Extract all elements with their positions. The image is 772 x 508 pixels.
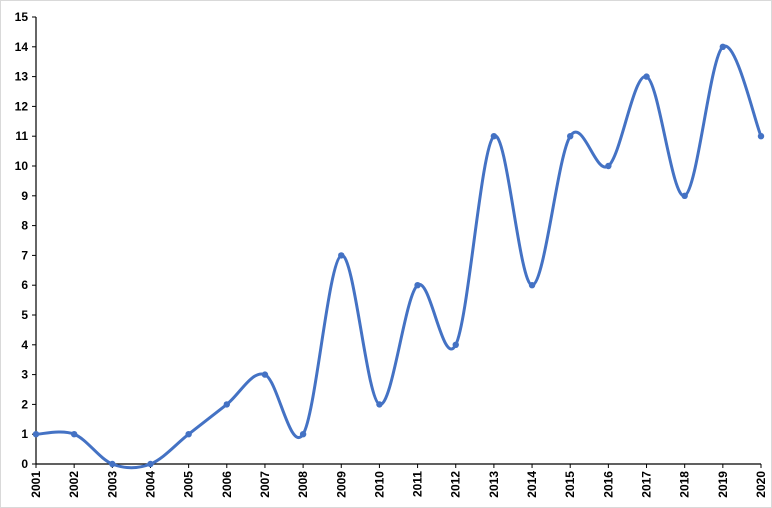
data-point bbox=[185, 431, 192, 438]
y-tick-label: 3 bbox=[21, 368, 28, 382]
x-tick-label: 2018 bbox=[678, 471, 692, 498]
data-point bbox=[490, 133, 498, 140]
x-tick-label: 2019 bbox=[716, 471, 730, 498]
x-tick-label: 2003 bbox=[105, 471, 119, 498]
x-tick-label: 2017 bbox=[640, 471, 654, 498]
data-point bbox=[147, 460, 154, 468]
data-point bbox=[32, 431, 40, 438]
y-tick-label: 5 bbox=[21, 308, 28, 322]
data-point bbox=[109, 460, 116, 468]
y-tick-label: 6 bbox=[21, 278, 28, 292]
data-point bbox=[681, 192, 688, 199]
y-tick-label: 10 bbox=[15, 159, 29, 173]
y-tick-label: 13 bbox=[15, 70, 29, 84]
y-tick-label: 12 bbox=[15, 99, 29, 113]
y-tick-label: 2 bbox=[21, 397, 28, 411]
y-tick-label: 11 bbox=[15, 129, 28, 143]
x-tick-label: 2006 bbox=[220, 471, 234, 498]
x-tick-label: 2001 bbox=[29, 471, 43, 498]
x-tick-label: 2020 bbox=[754, 471, 768, 498]
x-axis-ticks: 2001 2002 2003 2004 2005 2006 2007 2008 2009 2010… bbox=[29, 464, 768, 498]
data-point bbox=[70, 431, 78, 438]
data-point bbox=[376, 401, 383, 408]
x-tick-label: 2014 bbox=[525, 471, 539, 498]
data-point bbox=[299, 431, 307, 438]
data-point bbox=[223, 401, 230, 408]
data-point bbox=[757, 133, 765, 140]
x-tick-label: 2013 bbox=[487, 471, 501, 498]
x-tick-label: 2002 bbox=[67, 471, 81, 498]
y-tick-label: 8 bbox=[21, 219, 28, 233]
x-tick-label: 2008 bbox=[296, 471, 310, 498]
x-tick-label: 2009 bbox=[334, 471, 348, 498]
y-tick-label: 14 bbox=[15, 40, 29, 54]
data-point bbox=[528, 282, 536, 289]
data-point bbox=[261, 371, 269, 378]
x-tick-label: 2011 bbox=[411, 471, 425, 497]
data-point bbox=[452, 341, 459, 348]
data-point bbox=[414, 282, 421, 289]
data-markers bbox=[32, 43, 765, 468]
x-tick-label: 2010 bbox=[372, 471, 386, 498]
x-tick-label: 2007 bbox=[258, 471, 272, 498]
y-tick-label: 4 bbox=[21, 338, 28, 352]
y-tick-label: 7 bbox=[21, 248, 28, 262]
y-tick-label: 1 bbox=[21, 427, 28, 441]
x-tick-label: 2012 bbox=[449, 471, 463, 498]
y-tick-label: 0 bbox=[21, 457, 28, 471]
y-tick-label: 9 bbox=[21, 189, 28, 203]
data-point bbox=[719, 43, 727, 50]
data-point bbox=[338, 252, 345, 259]
data-point bbox=[567, 133, 574, 140]
x-tick-label: 2016 bbox=[601, 471, 615, 498]
y-tick-label: 15 bbox=[15, 10, 29, 24]
x-tick-label: 2015 bbox=[563, 471, 577, 498]
x-tick-label: 2004 bbox=[143, 471, 157, 498]
data-point bbox=[643, 73, 650, 80]
data-point bbox=[605, 162, 612, 170]
x-tick-label: 2005 bbox=[182, 471, 196, 498]
series-line bbox=[34, 44, 763, 470]
